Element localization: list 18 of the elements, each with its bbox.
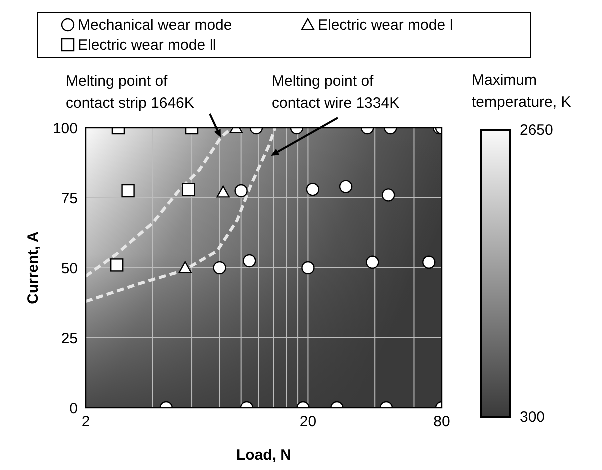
annotation: Melting point of contact wire 1334K	[272, 73, 400, 112]
color-bar-label: 300	[520, 409, 546, 426]
y-tick-label: 100	[52, 120, 78, 138]
y-tick-label: 0	[70, 400, 78, 418]
x-tick-label: 2	[82, 414, 90, 431]
y-tick-label: 75	[61, 190, 78, 208]
color-bar-title: Maximum temperature, K	[472, 71, 572, 113]
legend-label: Mechanical wear mode	[78, 16, 232, 34]
annotation: Melting point of contact strip 1646K	[66, 73, 194, 112]
legend-label: Electric wear mode Ⅱ	[78, 36, 217, 54]
y-tick-label: 25	[61, 330, 78, 348]
x-tick-label: 20	[300, 414, 317, 431]
x-tick-label: 80	[434, 414, 450, 431]
color-bar-label: 2650	[520, 122, 554, 139]
y-tick-label: 50	[61, 260, 78, 278]
x-axis-title: Load, N	[236, 447, 292, 464]
legend-label: Electric wear mode Ⅰ	[318, 16, 454, 34]
y-axis-title: Current, A	[25, 231, 42, 304]
